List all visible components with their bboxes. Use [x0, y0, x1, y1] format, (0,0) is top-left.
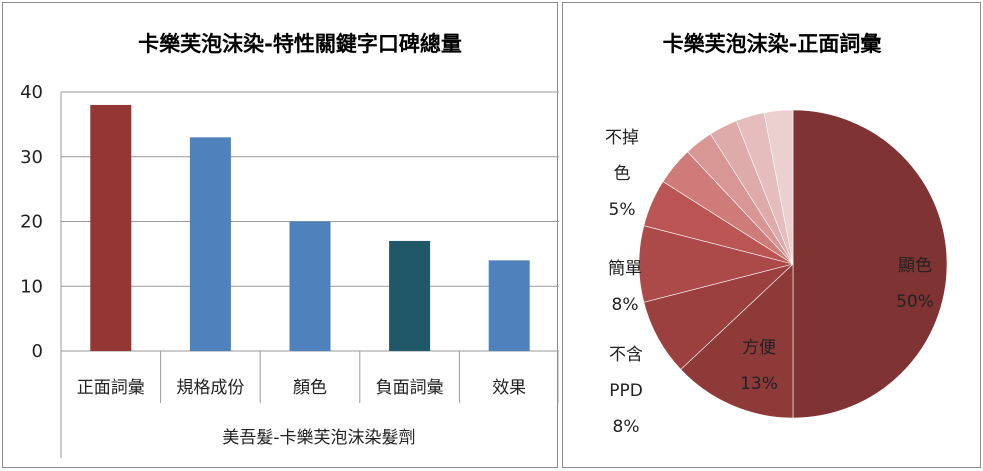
pie-slice-label: PPD	[609, 381, 643, 401]
bar	[488, 260, 530, 351]
pie-slice-label: 色	[614, 164, 631, 184]
pie-slice-label: 顯色	[898, 256, 932, 276]
pie-slice-label: 50%	[896, 292, 934, 312]
x-category-label: 正面詞彙	[77, 378, 145, 398]
x-category-label: 規格成份	[176, 378, 244, 398]
pie-slice-label: 13%	[740, 374, 778, 394]
y-tick-label: 20	[20, 212, 43, 233]
pie-chart-panel: 卡樂芙泡沫染-正面詞彙 顯色 50% 方便 13% 不含 PPD 8% 簡單 8% 不掉色 5%	[562, 2, 981, 468]
bar	[389, 240, 431, 351]
pie-slice-label: 方便	[742, 338, 776, 358]
pie-slice-label: 簡單	[608, 259, 642, 279]
pie-slice	[792, 109, 948, 419]
bar-chart-panel: 卡樂芙泡沫染-特性關鍵字口碑總量 0 10 20 30 40 正面詞彙 規格成份 顏色 負面詞…	[2, 2, 559, 468]
y-tick-label: 0	[32, 341, 43, 362]
pie-chart: 卡樂芙泡沫染-正面詞彙 顯色 50% 方便 13% 不含 PPD 8% 簡單 8% 不掉色 5%	[605, 32, 948, 437]
pie-slice	[680, 263, 794, 419]
category-group-label: 美吾髮-卡樂芙泡沫染髮劑	[222, 428, 415, 448]
bar-chart: 卡樂芙泡沫染-特性關鍵字口碑總量 0 10 20 30 40 正面詞彙 規格成份 顏色 負面詞…	[20, 32, 559, 458]
bar	[289, 221, 331, 351]
bar	[90, 104, 132, 351]
pie-slice-label: 5%	[609, 200, 636, 220]
x-category-label: 效果	[492, 378, 526, 398]
pie-slice-label: 8%	[613, 417, 640, 437]
pie-slice-label: 不含	[609, 345, 643, 365]
y-tick-label: 30	[20, 147, 43, 168]
pie-slice	[763, 109, 794, 265]
pie-slice-label: 不掉	[605, 128, 639, 148]
y-tick-label: 40	[20, 82, 43, 103]
pie-slice-label: 8%	[612, 295, 639, 315]
bar-chart-title: 卡樂芙泡沫染-特性關鍵字口碑總量	[138, 32, 462, 56]
x-category-label: 顏色	[293, 378, 327, 398]
x-category-label: 負面詞彙	[376, 378, 444, 398]
bar	[189, 137, 231, 351]
pie-chart-title: 卡樂芙泡沫染-正面詞彙	[663, 32, 883, 56]
y-tick-label: 10	[20, 276, 43, 297]
